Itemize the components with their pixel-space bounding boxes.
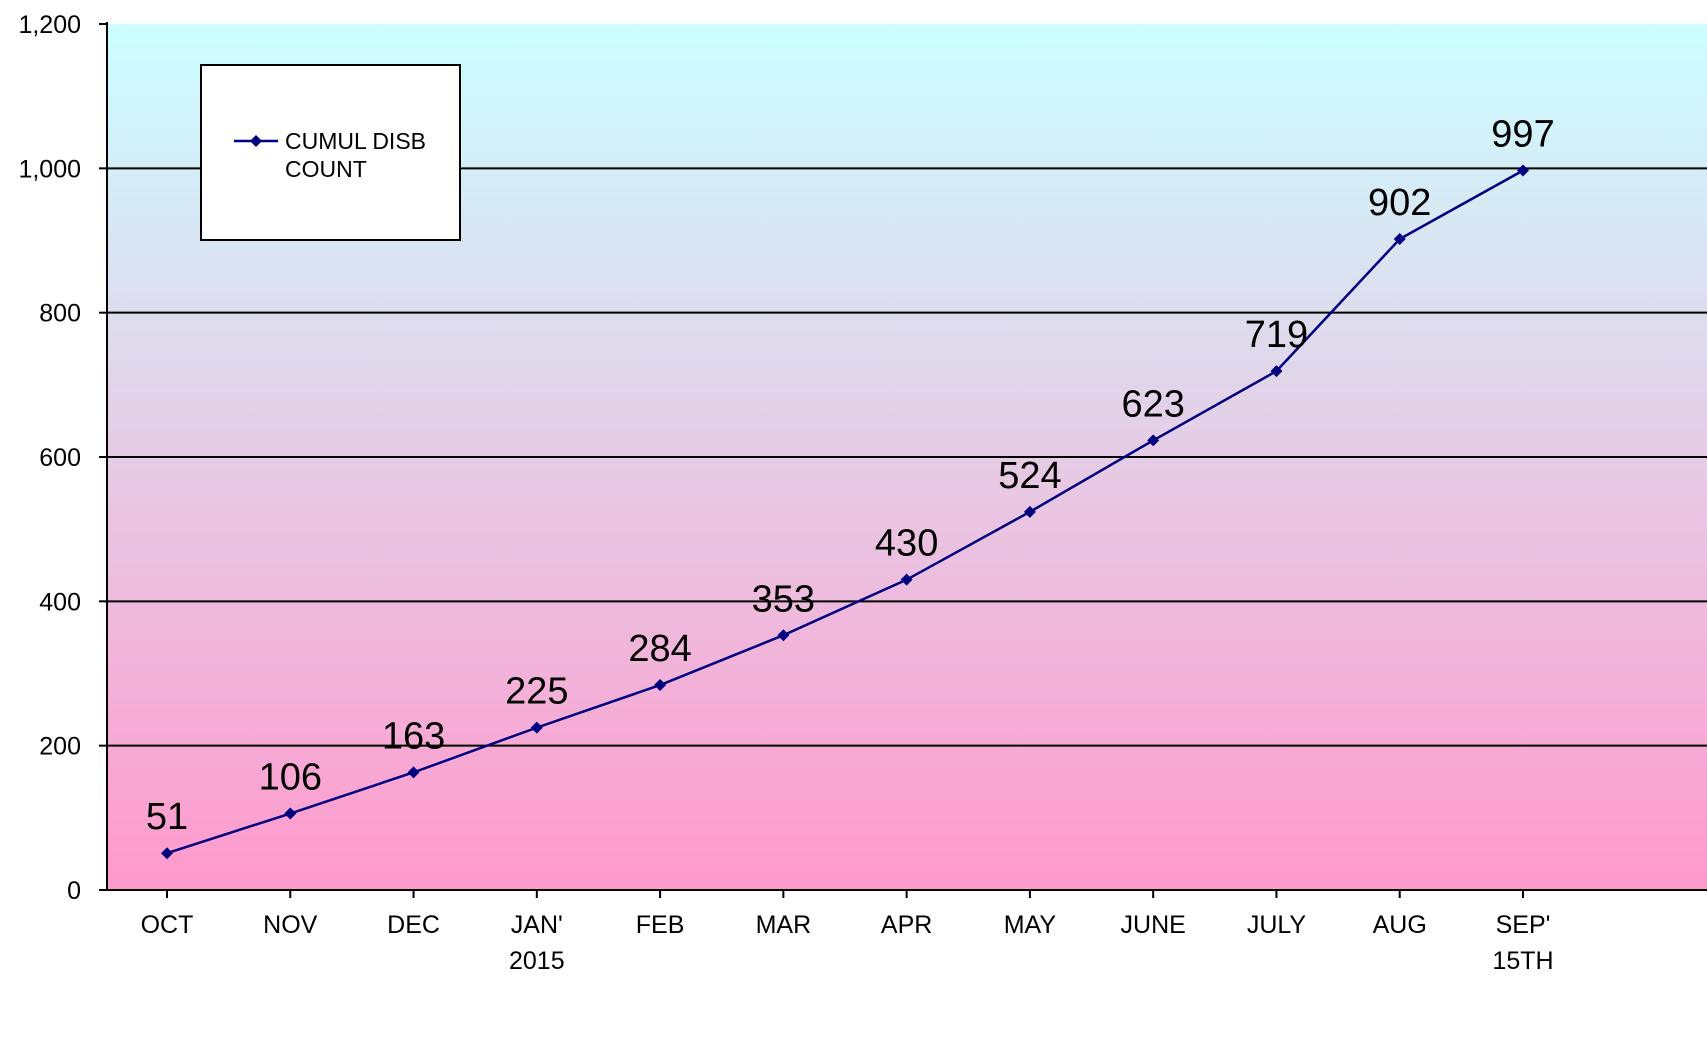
x-tick-label: NOV [263, 911, 318, 939]
data-point-marker [530, 721, 543, 734]
data-point-marker [407, 766, 420, 779]
data-label: 51 [146, 796, 188, 838]
x-tick-label: SEP' [1496, 911, 1551, 939]
data-point-marker [1270, 365, 1283, 378]
x-tick-label: JAN' [511, 911, 563, 939]
y-tick-label: 400 [39, 588, 81, 616]
legend-marker-sample [250, 135, 262, 147]
x-tick-label: FEB [636, 911, 685, 939]
data-label: 163 [382, 715, 445, 757]
x-tick-label: MAY [1004, 911, 1057, 939]
data-label: 997 [1491, 113, 1554, 155]
x-tick-label: AUG [1373, 911, 1427, 939]
x-tick-label: OCT [141, 911, 194, 939]
data-label: 719 [1245, 314, 1308, 356]
data-label: 353 [752, 578, 815, 620]
data-label: 902 [1368, 182, 1431, 224]
y-tick-label: 0 [67, 877, 81, 905]
legend-label: CUMUL DISB [285, 128, 426, 154]
y-tick-label: 600 [39, 444, 81, 472]
y-tick-label: 200 [39, 733, 81, 761]
x-tick-label: DEC [387, 911, 440, 939]
data-point-marker [1147, 434, 1160, 447]
x-tick-label: JULY [1247, 911, 1307, 939]
x-tick-label: MAR [756, 911, 812, 939]
x-tick-label: APR [881, 911, 932, 939]
data-point-marker [900, 573, 913, 586]
x-tick-label: 2015 [509, 947, 565, 975]
y-tick-label: 800 [39, 300, 81, 328]
x-tick-label: JUNE [1121, 911, 1186, 939]
x-tick-label: 15TH [1492, 947, 1553, 975]
data-label: 106 [259, 757, 322, 799]
legend-box [200, 64, 461, 241]
data-point-marker [284, 807, 297, 820]
data-label: 225 [505, 671, 568, 713]
data-label: 623 [1121, 383, 1184, 425]
data-point-marker [777, 629, 790, 642]
data-point-marker [1023, 505, 1036, 518]
y-tick-label: 1,200 [18, 11, 81, 39]
data-label: 430 [875, 523, 938, 565]
data-label: 284 [628, 628, 691, 670]
legend-label: COUNT [285, 156, 367, 182]
data-point-marker [1517, 164, 1529, 177]
data-point-marker [161, 847, 173, 860]
data-label: 524 [998, 455, 1061, 497]
data-point-marker [654, 679, 667, 692]
series-line [166, 169, 1524, 855]
y-tick-label: 1,000 [18, 155, 81, 183]
data-point-marker [1393, 233, 1406, 246]
